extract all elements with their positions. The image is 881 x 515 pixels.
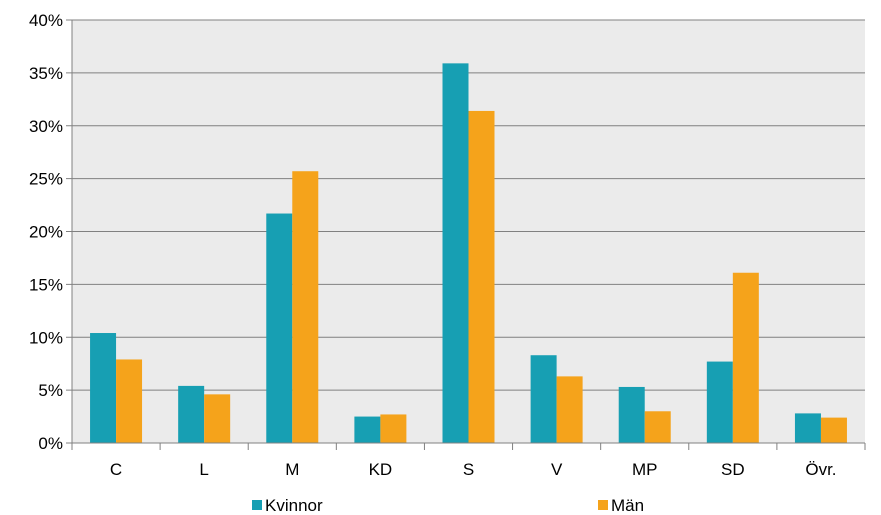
bars: Kvinnor C: 10.4%Män C: 7.9% Kvinnor L: 5.… — [90, 63, 847, 444]
legend: Kvinnor Män — [252, 496, 644, 515]
bar-kvinnor: Kvinnor M: 21.7% — [266, 213, 293, 443]
x-tick-label: MP — [632, 460, 658, 479]
bar-man: Män KD: 2.7% — [380, 414, 407, 443]
bar-kvinnor: Kvinnor S: 35.9% — [442, 63, 469, 444]
y-tick-label: 15% — [29, 275, 63, 294]
x-tick-label: Övr. — [805, 460, 836, 479]
y-tick-label: 20% — [29, 223, 63, 242]
axes: 0% 5% 10% 15% 20% 25% 30% 35% 40% C L M KD S V MP SD Övr. — [29, 11, 866, 479]
bar-man: Män C: 7.9% — [116, 359, 143, 443]
bar-man: Män V: 6.3% — [556, 376, 583, 443]
y-tick-label: 5% — [38, 381, 63, 400]
y-tick-label: 0% — [38, 434, 63, 453]
bar-kvinnor: Kvinnor SD: 7.7% — [706, 361, 733, 443]
legend-label-man: Män — [611, 496, 644, 515]
x-tick-label: C — [110, 460, 122, 479]
y-tick-label: 10% — [29, 328, 63, 347]
bar-man: Män M: 25.7% — [292, 171, 319, 443]
bar-kvinnor: Kvinnor Övr.: 2.8% — [794, 413, 821, 443]
y-tick-label: 30% — [29, 117, 63, 136]
bar-man: Män Övr.: 2.4% — [820, 417, 847, 443]
bar-kvinnor: Kvinnor L: 5.4% — [178, 385, 205, 443]
x-tick-label: KD — [369, 460, 393, 479]
bar-man: Män S: 31.4% — [468, 110, 495, 443]
y-tick-label: 25% — [29, 170, 63, 189]
y-tick-label: 35% — [29, 64, 63, 83]
bar-kvinnor: Kvinnor KD: 2.5% — [354, 416, 381, 443]
bar-kvinnor: Kvinnor C: 10.4% — [90, 333, 117, 443]
x-tick-label: S — [463, 460, 474, 479]
legend-swatch-kvinnor — [252, 500, 262, 510]
y-tick-label: 40% — [29, 11, 63, 30]
bar-man: Män L: 4.6% — [204, 394, 231, 443]
bar-man: Män MP: 3% — [644, 411, 671, 443]
bar-man: Män SD: 16.1% — [732, 272, 759, 443]
x-tick-label: SD — [721, 460, 745, 479]
x-tick-label: L — [199, 460, 208, 479]
bar-kvinnor: Kvinnor MP: 5.3% — [618, 386, 645, 443]
x-tick-label: V — [551, 460, 563, 479]
legend-label-kvinnor: Kvinnor — [265, 496, 323, 515]
bar-kvinnor: Kvinnor V: 8.3% — [530, 355, 557, 443]
x-tick-label: M — [285, 460, 299, 479]
legend-swatch-man — [598, 500, 608, 510]
